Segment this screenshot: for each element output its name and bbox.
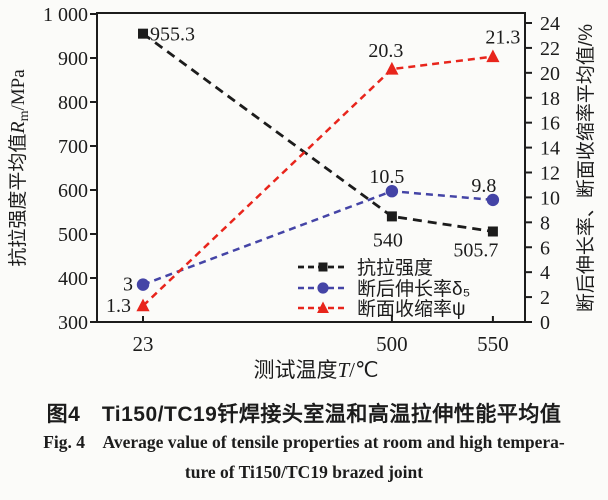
series-line-circle [142,189,494,286]
caption-english-line2: ture of Ti150/TC19 brazed joint [184,462,424,482]
circle-marker [136,278,150,291]
right-axis-tick-label: 4 [540,262,550,284]
square-marker [487,226,498,237]
right-axis-tick-label: 18 [540,88,560,110]
right-axis-tick-label: 12 [540,163,560,185]
right-axis-tick-label: 22 [540,38,560,60]
right-axis-tick-label: 16 [540,113,560,135]
left-axis-tick-label: 300 [58,312,88,334]
left-axis-tick-label: 900 [58,48,88,70]
square-marker [138,28,149,39]
series-line-square [142,32,494,233]
data-point-label: 21.3 [485,27,520,49]
circle-marker [486,193,500,207]
legend-label: 抗拉强度 [357,257,433,279]
left-axis-tick-label: 500 [58,224,88,246]
legend-label: 断面收缩率ψ [357,298,466,320]
right-axis-title: 断后伸长率、断面收缩率平均值/% [575,24,597,312]
right-axis-tick-label: 20 [540,63,560,85]
right-axis-tick-label: 10 [540,187,560,209]
data-point-label: 3 [123,274,133,296]
data-point-label: 955.3 [150,24,195,46]
triangle-marker [136,298,150,312]
x-axis-tick-label: 23 [133,332,154,356]
data-point-label: 1.3 [106,295,131,317]
x-axis-title: 测试温度T/℃ [253,358,378,382]
plot-frame [96,12,526,323]
triangle-marker [486,49,500,63]
right-axis-tick-label: 14 [540,138,560,160]
triangle-marker [317,301,329,313]
caption-chinese: 图4 Ti150/TC19钎焊接头室温和高温拉伸性能平均值 [46,403,562,426]
caption-english-line1: Fig. 4 Average value of tensile properti… [43,432,565,452]
data-point-label: 10.5 [369,166,404,188]
right-axis-tick-label: 8 [540,212,550,234]
figure-caption: 图4 Ti150/TC19钎焊接头室温和高温拉伸性能平均值 Fig. 4 Ave… [0,398,608,486]
legend-label: 断后伸长率δ₅ [357,278,470,300]
data-point-label: 9.8 [471,175,496,197]
series-line-triangle [142,55,494,307]
right-axis-tick-label: 0 [540,312,550,334]
triangle-marker [385,61,399,75]
data-point-label: 505.7 [453,239,498,261]
left-axis-tick-label: 600 [58,180,88,202]
data-point-label: 20.3 [368,40,403,62]
square-marker [386,211,397,222]
circle-marker [385,184,399,198]
square-marker [318,262,328,272]
left-axis-tick-label: 400 [58,268,88,290]
x-axis-tick-label: 500 [376,332,408,356]
circle-marker [317,282,329,294]
right-axis-tick-label: 6 [540,237,550,259]
left-axis-title: 抗拉强度平均值Rm/MPa [7,69,32,267]
left-axis-tick-label: 700 [58,136,88,158]
right-axis-tick-label: 24 [540,13,560,35]
right-axis-tick-label: 2 [540,287,550,309]
left-axis-tick-label: 1 000 [43,4,88,26]
data-point-label: 540 [373,229,403,251]
left-axis-tick-label: 800 [58,92,88,114]
x-axis-tick-label: 550 [477,332,509,356]
